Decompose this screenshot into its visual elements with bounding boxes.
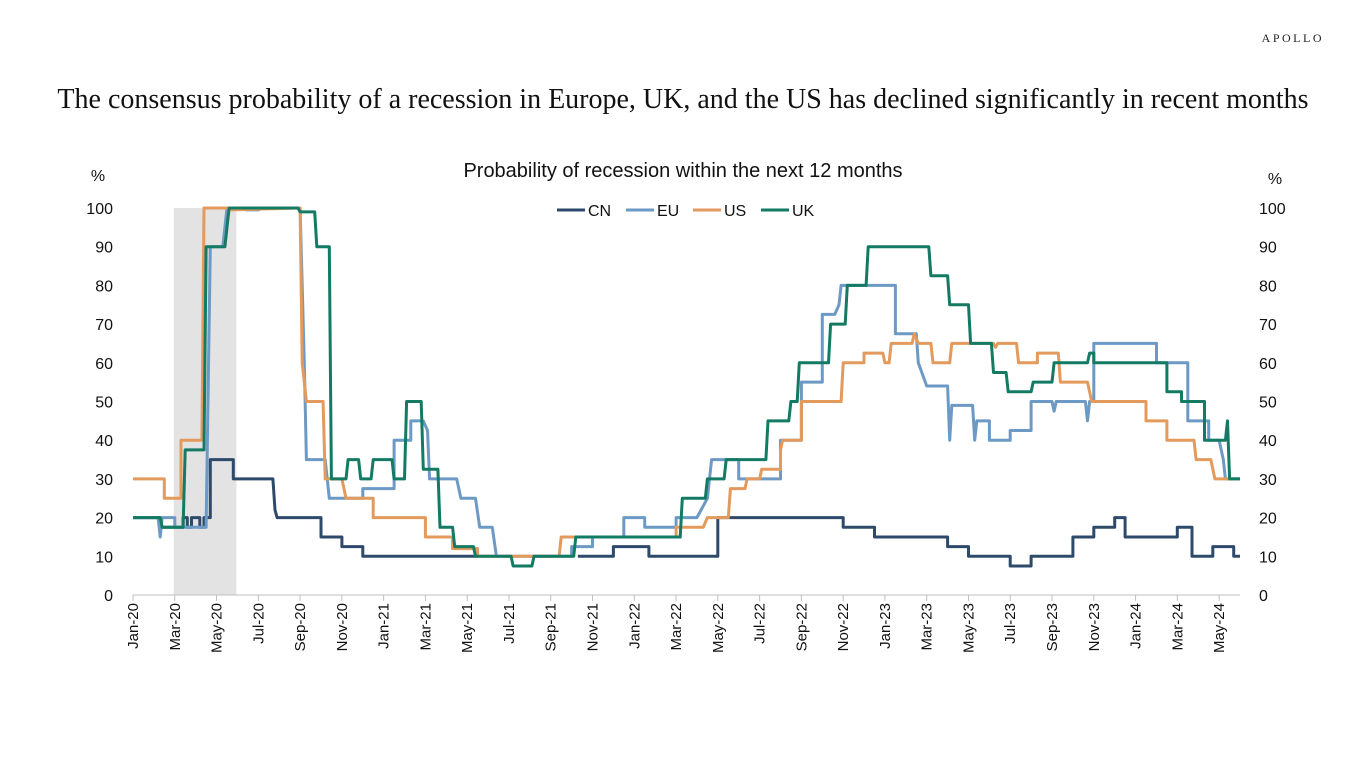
y-tick-label-right: 30 [1259,472,1277,489]
chart-legend: CN EU US UK [557,203,815,220]
x-tick-label: Jul-21 [501,603,518,644]
y-tick-label-right: 90 [1259,240,1277,257]
x-tick-label: Mar-20 [167,603,184,651]
y-tick-label-left: 100 [86,201,113,218]
y-tick-label-right: 60 [1259,356,1277,373]
x-tick-label: Nov-22 [835,603,852,651]
x-tick-label: May-21 [459,603,476,653]
x-tick-label: Nov-23 [1086,603,1103,651]
y-tick-label-left: 80 [95,278,113,295]
y-axis-unit-left: % [91,168,105,185]
x-tick-label: Jul-22 [752,603,769,644]
x-tick-label: Jul-20 [250,603,267,644]
legend-label-uk: UK [792,203,815,220]
y-tick-label-right: 10 [1259,549,1277,566]
y-tick-label-left: 60 [95,356,113,373]
series-line-us [133,206,1240,558]
series-line-cn [577,516,1240,568]
x-tick-label: Nov-21 [585,603,602,651]
y-tick-label-left: 30 [95,472,113,489]
y-tick-label-right: 100 [1259,201,1286,218]
x-tick-label: Mar-21 [417,603,434,651]
x-tick-label: May-22 [710,603,727,653]
y-tick-label-left: 40 [95,433,113,450]
x-tick-label: Jan-22 [626,603,643,649]
page-title: The consensus probability of a recession… [57,84,1309,115]
x-tick-label: Nov-20 [334,603,351,651]
x-tick-label: Sep-20 [292,603,309,651]
x-tick-label: May-23 [960,603,977,653]
y-tick-label-right: 20 [1259,511,1277,528]
legend-label-eu: EU [657,203,679,220]
x-tick-label: Jan-20 [125,603,142,649]
y-tick-label-right: 80 [1259,278,1277,295]
y-tick-label-right: 40 [1259,433,1277,450]
y-tick-label-left: 0 [104,588,113,605]
y-axis-unit-right: % [1268,171,1282,188]
y-tick-label-left: 70 [95,317,113,334]
x-tick-label: Mar-22 [668,603,685,651]
x-tick-label: Jul-23 [1002,603,1019,644]
brand-logo: APOLLO [1261,31,1324,45]
chart-title: Probability of recession within the next… [463,160,902,182]
y-tick-label-left: 50 [95,395,113,412]
x-tick-label: Mar-23 [919,603,936,651]
x-tick-label: Sep-21 [543,603,560,651]
y-tick-label-left: 10 [95,549,113,566]
x-tick-label: Sep-23 [1044,603,1061,651]
y-tick-label-left: 20 [95,511,113,528]
x-tick-label: Jan-21 [376,603,393,649]
y-tick-label-right: 70 [1259,317,1277,334]
legend-label-cn: CN [588,203,611,220]
series-line-uk [133,206,1240,568]
x-tick-label: Jan-23 [877,603,894,649]
x-tick-label: Sep-22 [793,603,810,651]
y-tick-label-left: 90 [95,240,113,257]
x-tick-label: May-24 [1211,603,1228,653]
x-tick-label: Jan-24 [1128,603,1145,649]
x-tick-label: May-20 [209,603,226,653]
legend-label-us: US [724,203,746,220]
y-tick-label-right: 0 [1259,588,1268,605]
x-tick-label: Mar-24 [1169,603,1186,651]
y-tick-label-right: 50 [1259,395,1277,412]
